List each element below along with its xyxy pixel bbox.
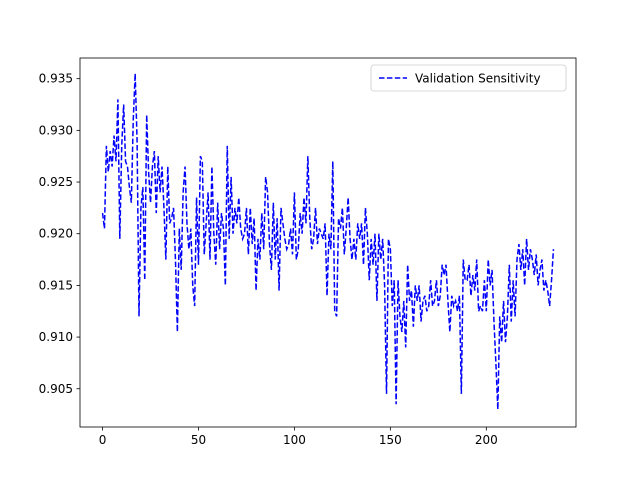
y-tick-label: 0.905 <box>39 382 73 396</box>
plot-frame <box>79 57 577 428</box>
y-tick-label: 0.915 <box>39 278 73 292</box>
x-tick-label: 150 <box>379 433 402 447</box>
line <box>101 73 555 410</box>
x-tick-label: 0 <box>99 433 107 447</box>
x-tick-label: 100 <box>283 433 306 447</box>
y-tick-label: 0.910 <box>39 330 73 344</box>
y-tick-label: 0.930 <box>39 123 73 137</box>
x-tick-label: 200 <box>475 433 498 447</box>
y-tick-label: 0.935 <box>39 72 73 86</box>
y-tick-label: 0.925 <box>39 175 73 189</box>
x-tick-label: 50 <box>191 433 206 447</box>
y-tick-label: 0.920 <box>39 227 73 241</box>
legend-box <box>370 64 567 92</box>
legend-label: Validation Sensitivity <box>415 72 541 86</box>
